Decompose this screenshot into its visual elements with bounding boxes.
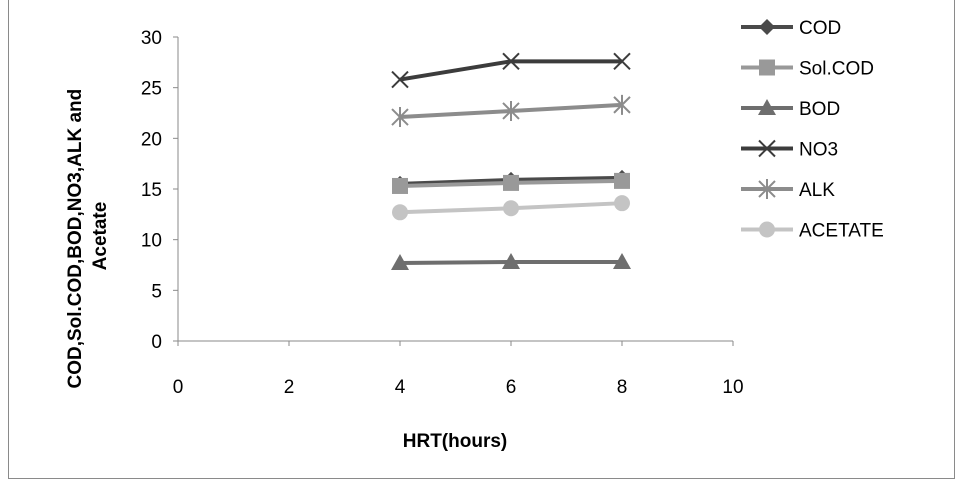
legend-sol-cod-marker	[759, 59, 775, 76]
y-axis-label-line-1: COD,Sol.COD,BOD,NO3,ALK and	[65, 89, 86, 389]
legend: COD Sol.COD BOD NO3 ALK ACETATE	[741, 18, 884, 242]
x-tick-label: 4	[395, 377, 406, 398]
series-acetate	[392, 195, 630, 221]
x-tick-label: 8	[617, 377, 628, 398]
y-tick-label: 20	[141, 129, 162, 150]
x-tick-labels: 0 2 4 6 8 10	[173, 341, 744, 398]
series-no3-line	[399, 59, 622, 82]
chart-frame	[8, 0, 955, 479]
x-tick-label: 2	[284, 377, 295, 398]
x-tick-label: 0	[173, 377, 184, 398]
legend-label: BOD	[799, 99, 840, 120]
legend-label: ACETATE	[799, 221, 884, 242]
x-tick-label: 6	[506, 377, 517, 398]
legend-acetate-marker	[759, 221, 775, 238]
series-no3-marker	[502, 52, 520, 71]
y-axis-label: COD,Sol.COD,BOD,NO3,ALK and Acetate	[65, 83, 111, 388]
legend-label: ALK	[799, 180, 835, 201]
x-tick-label: 10	[722, 377, 743, 398]
legend-label: Sol.COD	[799, 59, 874, 80]
legend-item-cod: COD	[741, 18, 841, 39]
series-acetate-marker	[614, 195, 630, 212]
y-tick-label: 25	[141, 79, 162, 100]
series-acetate-marker	[503, 200, 519, 217]
x-axis-label: HRT(hours)	[403, 431, 507, 452]
series-bod-marker	[613, 252, 631, 269]
y-tick-label: 5	[151, 281, 162, 302]
series-bod	[391, 252, 631, 270]
y-tick-label: 30	[141, 28, 162, 49]
series-bod-marker	[502, 252, 520, 269]
y-tick-label: 0	[151, 332, 162, 353]
y-tick-label: 10	[141, 231, 162, 252]
series-sol-cod-marker	[392, 177, 408, 194]
legend-item-no3: NO3	[741, 140, 838, 161]
legend-bod-marker	[758, 99, 776, 115]
legend-label: NO3	[799, 140, 838, 161]
series-acetate-marker	[392, 204, 408, 221]
legend-item-bod: BOD	[741, 99, 840, 120]
series-no3	[391, 52, 631, 89]
series-sol-cod-marker	[503, 174, 519, 191]
series-alk-marker	[613, 94, 631, 115]
series-bod-marker	[391, 253, 409, 270]
y-axis-label-line-2: Acetate	[90, 202, 111, 271]
legend-item-acetate: ACETATE	[741, 221, 884, 242]
y-tick-label: 15	[141, 180, 162, 201]
series-alk-marker	[502, 100, 520, 121]
legend-no3-marker	[758, 139, 776, 158]
series-alk	[391, 94, 631, 128]
series-sol-cod-marker	[614, 172, 630, 189]
series-alk-marker	[391, 107, 409, 128]
axes	[177, 37, 733, 342]
series-sol-cod	[392, 172, 630, 194]
series-no3-marker	[613, 52, 631, 71]
legend-alk-marker	[758, 179, 776, 199]
legend-item-alk: ALK	[741, 179, 835, 201]
plot-area	[391, 52, 631, 270]
legend-cod-marker	[759, 19, 775, 35]
series-no3-marker	[391, 70, 409, 89]
legend-item-sol-cod: Sol.COD	[741, 59, 874, 80]
legend-label: COD	[799, 18, 841, 39]
y-tick-labels: 0 5 10 15 20 25 30	[141, 28, 178, 353]
